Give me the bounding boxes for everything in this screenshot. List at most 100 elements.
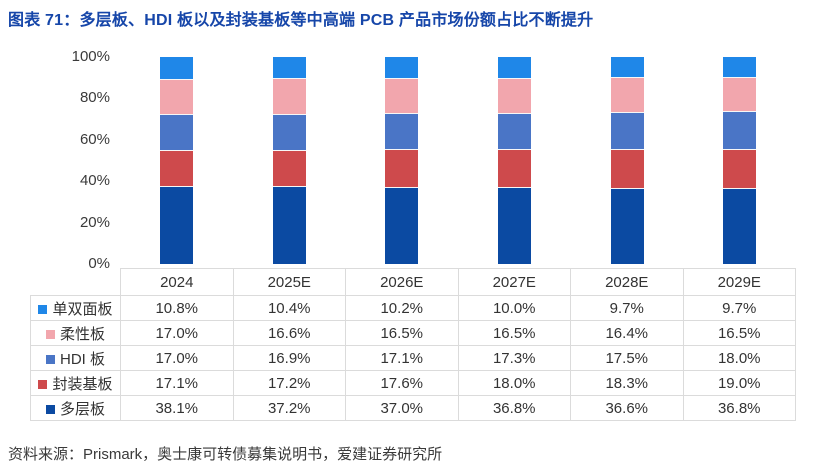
bar-slot-2028E [571, 57, 684, 264]
y-axis: 0% 20% 40% 60% 80% 100% [0, 48, 110, 272]
bar-segment [272, 57, 306, 79]
bar-segment [610, 57, 644, 77]
value-cell: 16.5% [457, 320, 571, 346]
legend-color-swatch-icon [38, 379, 48, 389]
bar-slot-2027E [458, 57, 571, 265]
legend-label: HDI 板 [59, 350, 105, 368]
value-cell: 19.0% [682, 370, 796, 396]
legend-cell: 单双面板 [30, 295, 121, 321]
value-cell: 17.3% [457, 345, 571, 371]
bar-segment [497, 57, 531, 78]
bar-segment [385, 186, 419, 265]
value-cell: 36.6% [570, 395, 684, 421]
bar-segment [159, 114, 193, 150]
bar-segment [497, 112, 531, 150]
bar-segment [723, 76, 757, 112]
bar-segment [159, 185, 193, 265]
plot-area [120, 57, 796, 265]
value-cell: 37.0% [345, 395, 459, 421]
stacked-bar [159, 57, 193, 265]
bar-segment [723, 57, 757, 77]
value-cell: 10.0% [457, 295, 571, 321]
value-cell: 16.5% [682, 320, 796, 346]
bar-segment [272, 113, 306, 150]
value-cell: 17.1% [345, 345, 459, 371]
bar-segment [723, 148, 757, 189]
value-cell: 37.2% [232, 395, 346, 421]
stacked-bar [723, 57, 757, 264]
legend-cell: 多层板 [30, 395, 121, 421]
value-cell: 18.3% [570, 370, 684, 396]
value-cell: 10.8% [120, 295, 234, 321]
table-corner-cell [30, 268, 121, 296]
table-row: HDI 板 17.0% 16.9% 17.1% 17.3% 17.5% 18.0% [30, 345, 796, 371]
stacked-bar [497, 57, 531, 265]
value-cell: 38.1% [120, 395, 234, 421]
y-axis-label: 80% [79, 89, 110, 107]
value-cell: 17.1% [120, 370, 234, 396]
year-header-cell: 2029E [682, 268, 796, 296]
year-header-cell: 2026E [345, 268, 459, 296]
year-header-cell: 2024 [120, 268, 234, 296]
value-cell: 16.5% [345, 320, 459, 346]
value-cell: 36.8% [682, 395, 796, 421]
bar-segment [272, 149, 306, 187]
bar-segment [159, 57, 193, 79]
stacked-bar-chart: 0% 20% 40% 60% 80% 100% [0, 48, 796, 272]
bar-segment [610, 111, 644, 149]
legend-cell: 柔性板 [30, 320, 121, 346]
y-axis-label: 60% [79, 130, 110, 148]
table-row: 封装基板 17.1% 17.2% 17.6% 18.0% 18.3% 19.0% [30, 370, 796, 396]
legend-color-swatch-icon [38, 304, 48, 314]
value-cell: 17.0% [120, 320, 234, 346]
bar-segment [610, 76, 644, 112]
year-header-cell: 2028E [570, 268, 684, 296]
bar-slot-2029E [683, 57, 796, 264]
value-cell: 16.6% [232, 320, 346, 346]
bar-segment [497, 77, 531, 113]
bar-segment [272, 186, 306, 265]
year-header-cell: 2027E [457, 268, 571, 296]
y-axis-label: 0% [88, 255, 110, 272]
chart-title: 图表 71：多层板、HDI 板以及封装基板等中高端 PCB 产品市场份额占比不断… [8, 12, 594, 29]
value-cell: 17.6% [345, 370, 459, 396]
bar-slot-2025E [233, 57, 346, 265]
value-cell: 9.7% [570, 295, 684, 321]
table-row: 多层板 38.1% 37.2% 37.0% 36.8% 36.6% 36.8% [30, 395, 796, 421]
value-cell: 10.2% [345, 295, 459, 321]
value-cell: 10.4% [232, 295, 346, 321]
legend-label: 封装基板 [52, 375, 113, 393]
bar-segment [723, 188, 757, 264]
y-axis-label: 20% [79, 213, 110, 231]
bar-segment [610, 148, 644, 188]
bar-segment [385, 57, 419, 79]
bar-slot-2026E [345, 57, 458, 265]
legend-cell: HDI 板 [30, 345, 121, 371]
legend-color-swatch-icon [45, 354, 55, 364]
table-body: 单双面板 10.8% 10.4% 10.2% 10.0% 9.7% 9.7% 柔性板 17.0%… [30, 295, 796, 421]
year-header-cell: 2025E [232, 268, 346, 296]
bar-segment [159, 78, 193, 115]
value-cell: 16.9% [232, 345, 346, 371]
source-note: 资料来源：Prismark，奥士康可转债募集说明书，爱建证券研究所 [8, 446, 443, 463]
stacked-bar [272, 57, 306, 265]
bar-segment [385, 149, 419, 187]
y-axis-label: 40% [79, 172, 110, 190]
bar-segment [723, 111, 757, 149]
bar-segment [159, 149, 193, 186]
y-axis-label: 100% [71, 48, 110, 65]
bar-segment [497, 187, 531, 265]
legend-label: 单双面板 [52, 300, 113, 318]
stacked-bar [385, 57, 419, 265]
legend-color-swatch-icon [45, 404, 55, 414]
bar-segment [385, 78, 419, 114]
legend-label: 柔性板 [59, 325, 105, 343]
bar-slot-2024 [120, 57, 233, 265]
value-cell: 18.0% [457, 370, 571, 396]
bar-segment [497, 149, 531, 188]
legend-color-swatch-icon [45, 329, 55, 339]
value-cell: 9.7% [682, 295, 796, 321]
table-row: 柔性板 17.0% 16.6% 16.5% 16.5% 16.4% 16.5% [30, 320, 796, 346]
legend-label: 多层板 [59, 400, 105, 418]
